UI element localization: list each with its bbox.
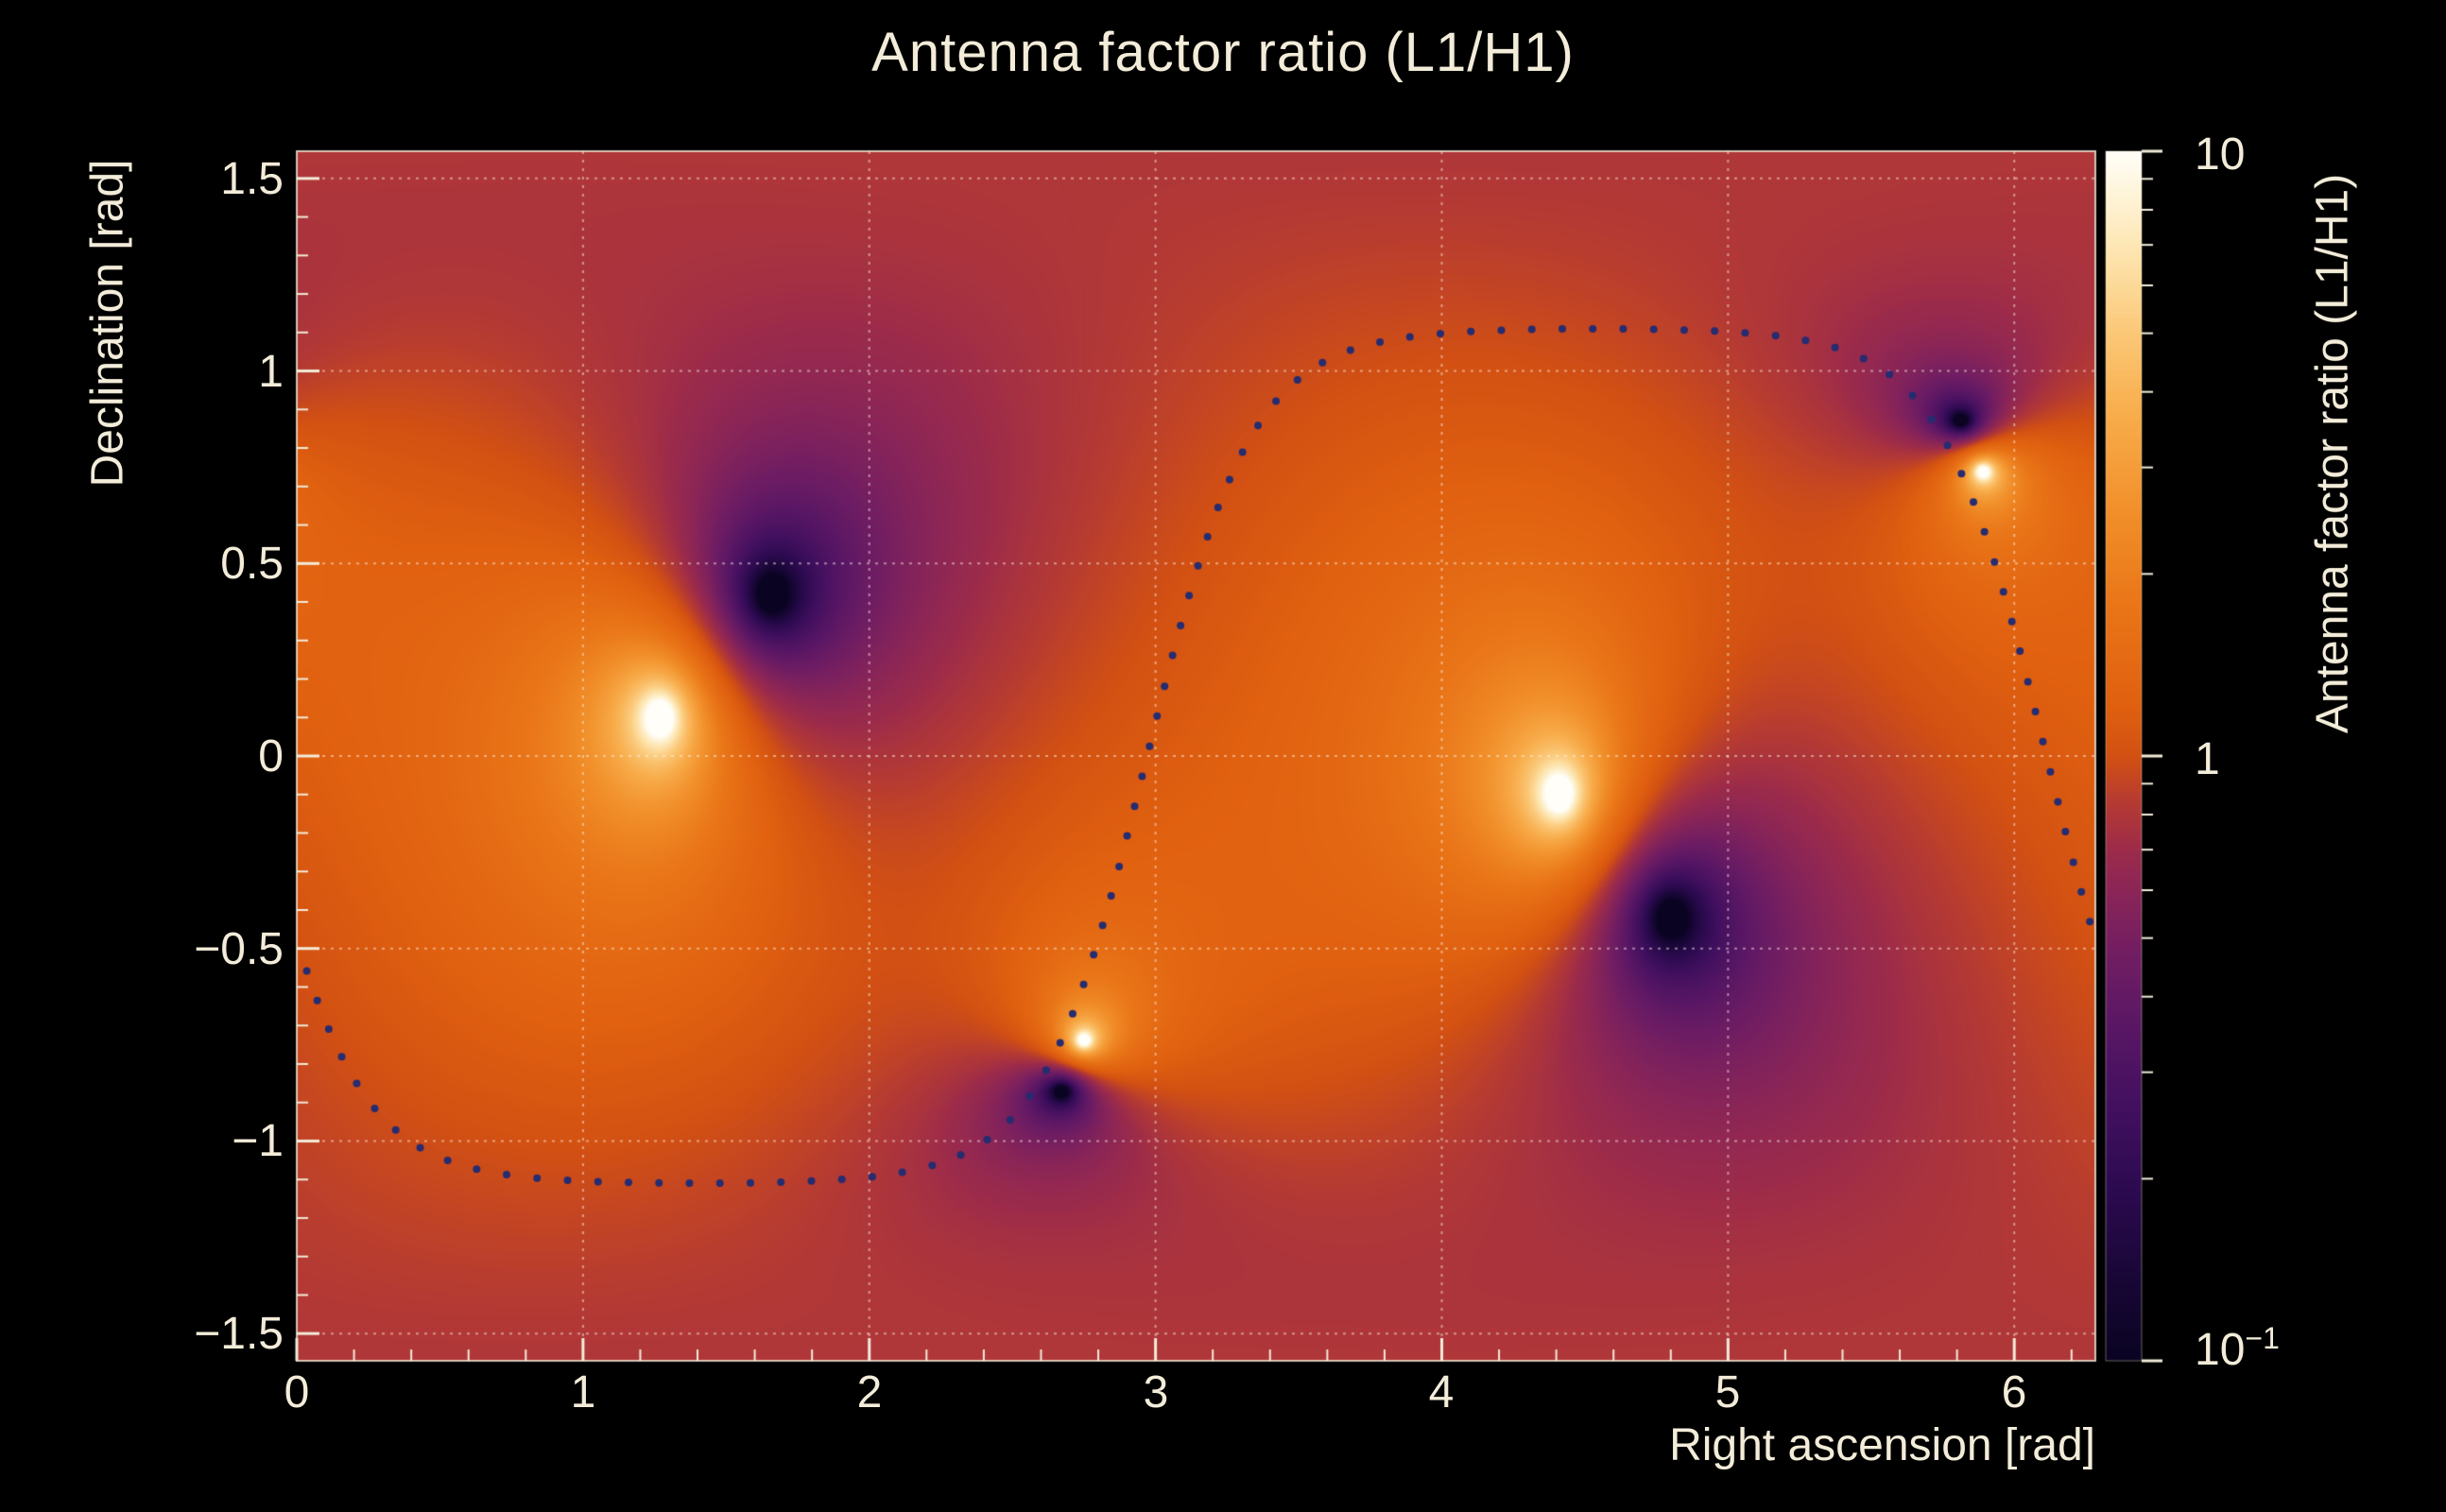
colorbar-tick-label-1: 1 [2195,734,2220,784]
x-axis-title: Right ascension [rad] [1669,1420,2095,1470]
y-tick-label-m15: −1.5 [194,1309,284,1359]
colorbar-tick-label-01: 10−1 [2195,1321,2280,1375]
x-tick-label-4: 4 [1428,1367,1455,1418]
x-tick-label-6: 6 [2001,1367,2027,1418]
x-tick-label-0: 0 [284,1367,310,1418]
x-tick-label-1: 1 [570,1367,596,1418]
y-tick-label-p05: 0.5 [220,539,284,589]
y-axis-title: Declination [rad] [82,159,133,488]
colorbar-tick-label-10: 10 [2195,129,2246,180]
y-tick-label-m05: −0.5 [194,924,284,974]
y-tick-label-p10: 1 [258,347,284,397]
y-tick-label-m10: −1 [232,1116,284,1166]
y-tick-label-0: 0 [258,731,284,782]
y-tick-label-p15: 1.5 [220,154,284,204]
colorbar-title: Antenna factor ratio (L1/H1) [2307,173,2358,734]
chart-title: Antenna factor ratio (L1/H1) [871,22,1575,83]
x-tick-label-2: 2 [856,1367,883,1418]
x-tick-label-3: 3 [1143,1367,1169,1418]
x-tick-label-5: 5 [1714,1367,1741,1418]
